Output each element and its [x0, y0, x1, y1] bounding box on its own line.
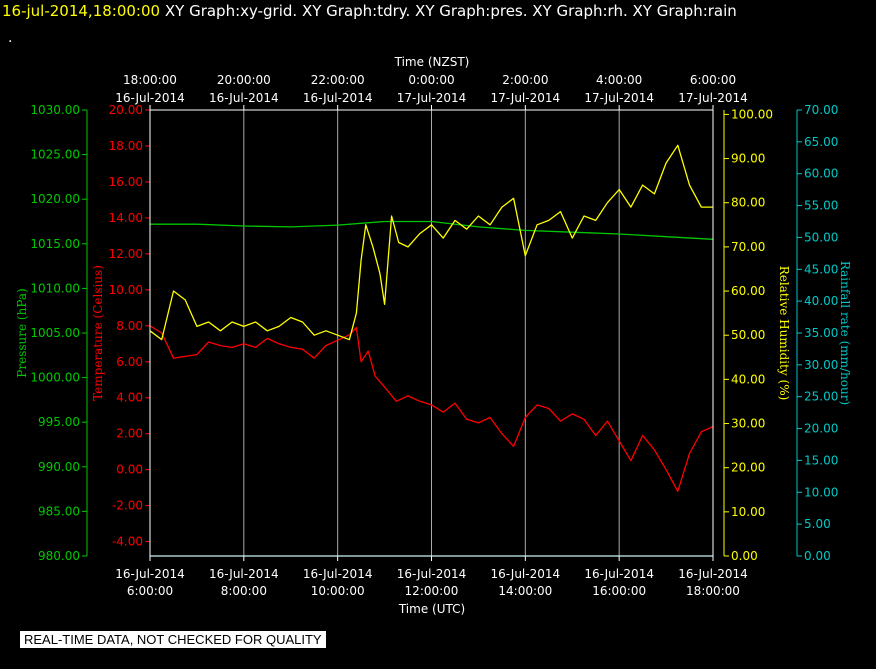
humidity-tick-label: 20.00 — [731, 461, 765, 475]
top-tick-time: 22:00:00 — [311, 73, 365, 87]
series-line-pres — [150, 220, 714, 240]
top-tick-date: 17-Jul-2014 — [678, 91, 748, 105]
rain-tick-label: 10.00 — [804, 485, 838, 499]
bottom-tick-date: 16-Jul-2014 — [115, 567, 185, 581]
top-tick-time: 18:00:00 — [123, 73, 177, 87]
top-tick-date: 17-Jul-2014 — [397, 91, 467, 105]
temperature-tick-label: 8.00 — [116, 319, 143, 333]
bottom-tick-date: 16-Jul-2014 — [209, 567, 279, 581]
rain-tick-label: 60.00 — [804, 167, 838, 181]
temperature-tick-label: 6.00 — [116, 355, 143, 369]
bottom-tick-time: 14:00:00 — [498, 584, 552, 598]
temperature-tick-label: 16.00 — [109, 175, 143, 189]
temperature-axis-label: Temperature (Celsius) — [91, 265, 105, 401]
bottom-tick-time: 18:00:00 — [686, 584, 740, 598]
bottom-tick-time: 16:00:00 — [592, 584, 646, 598]
humidity-tick-label: 0.00 — [731, 549, 758, 563]
bottom-tick-date: 16-Jul-2014 — [303, 567, 373, 581]
chart-title: 16-jul-2014,18:00:00 XY Graph:xy-grid. X… — [2, 2, 737, 20]
rain-tick-label: 0.00 — [804, 549, 831, 563]
pressure-tick-label: 980.00 — [38, 549, 80, 563]
rain-axis-label: Rainfall rate (mm/hour) — [838, 261, 852, 405]
temperature-tick-label: 12.00 — [109, 247, 143, 261]
temperature-tick-label: 14.00 — [109, 211, 143, 225]
pressure-tick-label: 985.00 — [38, 504, 80, 518]
rain-tick-label: 65.00 — [804, 135, 838, 149]
pressure-tick-label: 1025.00 — [30, 148, 80, 162]
top-tick-time: 6:00:00 — [690, 73, 736, 87]
rain-tick-label: 35.00 — [804, 326, 838, 340]
timestamp: 16-jul-2014,18:00:00 — [2, 2, 161, 20]
temperature-tick-label: 20.00 — [109, 103, 143, 117]
rain-tick-label: 40.00 — [804, 294, 838, 308]
pressure-tick-label: 990.00 — [38, 460, 80, 474]
top-axis-label: Time (NZST) — [394, 55, 470, 69]
top-tick-date: 16-Jul-2014 — [303, 91, 373, 105]
rain-tick-label: 45.00 — [804, 262, 838, 276]
pressure-tick-label: 1020.00 — [30, 192, 80, 206]
top-tick-time: 2:00:00 — [502, 73, 548, 87]
plot-frame — [149, 109, 714, 557]
humidity-tick-label: 100.00 — [731, 107, 773, 121]
axes-group: 18:00:00 16-Jul-2014 16-Jul-2014 6:00:00 20:… — [15, 73, 852, 598]
bottom-tick-date: 16-Jul-2014 — [678, 567, 748, 581]
pressure-tick-label: 1010.00 — [30, 281, 80, 295]
grid-lines — [243, 110, 620, 556]
bottom-axis-label: Time (UTC) — [398, 602, 465, 616]
top-tick-time: 0:00:00 — [408, 73, 454, 87]
quality-notice: REAL-TIME DATA, NOT CHECKED FOR QUALITY — [20, 631, 326, 648]
pressure-tick-label: 995.00 — [38, 415, 80, 429]
top-tick-date: 16-Jul-2014 — [115, 91, 185, 105]
humidity-tick-label: 80.00 — [731, 196, 765, 210]
humidity-axis-label: Relative Humidity (%) — [777, 266, 791, 401]
temperature-tick-label: 4.00 — [116, 391, 143, 405]
temperature-tick-label: 10.00 — [109, 283, 143, 297]
top-tick-time: 4:00:00 — [596, 73, 642, 87]
humidity-tick-label: 60.00 — [731, 284, 765, 298]
humidity-tick-label: 10.00 — [731, 505, 765, 519]
top-tick-date: 17-Jul-2014 — [584, 91, 654, 105]
bottom-tick-date: 16-Jul-2014 — [397, 567, 467, 581]
bottom-tick-time: 10:00:00 — [311, 584, 365, 598]
rain-tick-label: 5.00 — [804, 517, 831, 531]
top-tick-date: 17-Jul-2014 — [491, 91, 561, 105]
bottom-tick-date: 16-Jul-2014 — [491, 567, 561, 581]
temperature-tick-label: 0.00 — [116, 463, 143, 477]
humidity-tick-label: 40.00 — [731, 372, 765, 386]
pressure-axis-label: Pressure (hPa) — [15, 288, 29, 377]
bottom-tick-time: 8:00:00 — [221, 584, 267, 598]
pressure-tick-label: 1005.00 — [30, 326, 80, 340]
temperature-tick-label: -2.00 — [112, 499, 143, 513]
bottom-tick-date: 16-Jul-2014 — [584, 567, 654, 581]
pressure-tick-label: 1000.00 — [30, 371, 80, 385]
series-line-tdry — [149, 325, 714, 492]
pressure-tick-label: 1030.00 — [30, 103, 80, 117]
rain-tick-label: 25.00 — [804, 390, 838, 404]
rain-tick-label: 55.00 — [804, 199, 838, 213]
temperature-tick-label: 2.00 — [116, 427, 143, 441]
rain-tick-label: 15.00 — [804, 453, 838, 467]
graph-list: XY Graph:xy-grid. XY Graph:tdry. XY Grap… — [164, 2, 737, 20]
humidity-tick-label: 90.00 — [731, 152, 765, 166]
humidity-tick-label: 70.00 — [731, 240, 765, 254]
temperature-tick-label: -4.00 — [112, 535, 143, 549]
humidity-tick-label: 50.00 — [731, 328, 765, 342]
top-tick-time: 20:00:00 — [217, 73, 271, 87]
header-dot: . — [8, 30, 13, 46]
top-tick-date: 16-Jul-2014 — [209, 91, 279, 105]
rain-tick-label: 20.00 — [804, 422, 838, 436]
series-line-rh — [149, 144, 713, 341]
temperature-tick-label: 18.00 — [109, 139, 143, 153]
pressure-tick-label: 1015.00 — [30, 237, 80, 251]
rain-tick-label: 70.00 — [804, 103, 838, 117]
humidity-tick-label: 30.00 — [731, 417, 765, 431]
bottom-tick-time: 12:00:00 — [405, 584, 459, 598]
rain-tick-label: 50.00 — [804, 230, 838, 244]
rain-tick-label: 30.00 — [804, 358, 838, 372]
bottom-tick-time: 6:00:00 — [127, 584, 173, 598]
